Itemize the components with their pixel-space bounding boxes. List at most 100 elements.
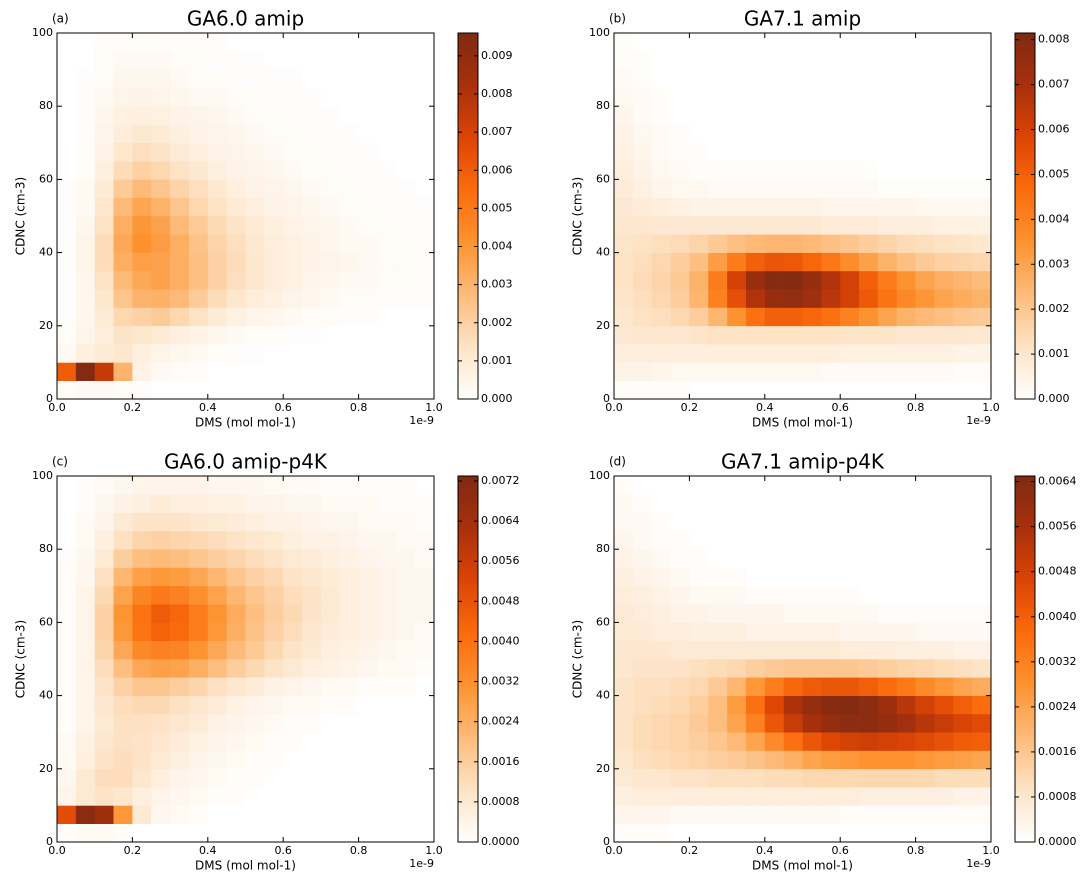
cell — [802, 87, 822, 107]
cell — [651, 142, 671, 162]
cell — [113, 161, 133, 180]
cell — [94, 142, 114, 162]
cell — [264, 380, 284, 400]
cell — [57, 640, 77, 660]
cell — [207, 787, 227, 806]
y-tick-label: 0 — [46, 835, 53, 848]
cell — [877, 362, 898, 381]
cell — [821, 197, 841, 217]
cell — [75, 750, 95, 770]
cell — [226, 604, 246, 623]
cell — [207, 252, 227, 272]
cell — [75, 768, 95, 788]
cell — [840, 289, 860, 308]
cell — [207, 216, 227, 235]
cell — [339, 677, 359, 696]
cell — [226, 270, 246, 290]
cell — [953, 530, 973, 550]
cell — [840, 87, 860, 107]
cell — [94, 252, 114, 272]
cell — [896, 677, 916, 696]
cell — [170, 289, 190, 308]
cell — [840, 325, 860, 345]
cell — [727, 124, 747, 144]
cell — [57, 161, 77, 180]
cell — [802, 677, 822, 696]
cell — [339, 659, 359, 678]
cell — [226, 512, 246, 532]
cell — [821, 713, 841, 733]
cell — [614, 270, 634, 290]
cell — [358, 695, 378, 715]
cell — [840, 380, 860, 400]
cell — [934, 161, 954, 180]
cell — [320, 380, 341, 400]
cell — [840, 768, 860, 788]
cell — [245, 549, 265, 568]
cell — [226, 87, 246, 107]
cell — [764, 362, 784, 381]
cell — [283, 161, 303, 180]
cell — [320, 494, 341, 513]
y-tick-label: 80 — [596, 99, 610, 112]
cell — [632, 270, 652, 290]
cell — [802, 270, 822, 290]
cell — [207, 567, 227, 587]
cell — [783, 713, 803, 733]
cell — [651, 713, 671, 733]
cell — [934, 549, 954, 568]
y-tick-label: 20 — [39, 319, 53, 332]
cell — [764, 530, 784, 550]
cell — [689, 677, 709, 696]
cell — [802, 380, 822, 400]
cell — [670, 325, 690, 345]
cell — [953, 750, 973, 770]
cell — [377, 325, 397, 345]
colorbar-tick-label: 0.005 — [1038, 167, 1070, 180]
cell — [151, 567, 171, 587]
cell — [339, 106, 359, 125]
cell — [972, 585, 992, 605]
cell — [859, 750, 879, 770]
cell — [670, 530, 690, 550]
cell — [877, 787, 898, 806]
cell — [75, 380, 95, 400]
cell — [953, 659, 973, 678]
cell — [94, 549, 114, 568]
cell — [896, 494, 916, 513]
cell — [689, 197, 709, 217]
cell — [415, 252, 435, 272]
cell — [57, 179, 77, 198]
cell — [132, 713, 152, 733]
cell — [75, 252, 95, 272]
cell — [802, 659, 822, 678]
cell — [802, 216, 822, 235]
x-axis-label: DMS (mol mol-1) — [195, 859, 296, 873]
cell — [320, 585, 341, 605]
cell — [377, 252, 397, 272]
cell — [264, 713, 284, 733]
cell — [651, 659, 671, 678]
cell — [877, 179, 898, 198]
cell — [396, 179, 416, 198]
cell — [396, 124, 416, 144]
cell — [802, 512, 822, 532]
cell — [132, 344, 152, 363]
cell — [170, 252, 190, 272]
cell — [415, 33, 435, 52]
cell — [207, 750, 227, 770]
cell — [302, 585, 322, 605]
cell — [651, 787, 671, 806]
cell — [727, 307, 747, 327]
cell — [896, 270, 916, 290]
cell — [377, 494, 397, 513]
cell — [170, 476, 190, 495]
cell — [802, 51, 822, 70]
cell — [745, 476, 766, 495]
cell — [377, 713, 397, 733]
cell — [75, 512, 95, 532]
plot-frame — [613, 32, 992, 400]
cell — [113, 380, 133, 400]
cell — [953, 307, 973, 327]
cell — [632, 87, 652, 107]
